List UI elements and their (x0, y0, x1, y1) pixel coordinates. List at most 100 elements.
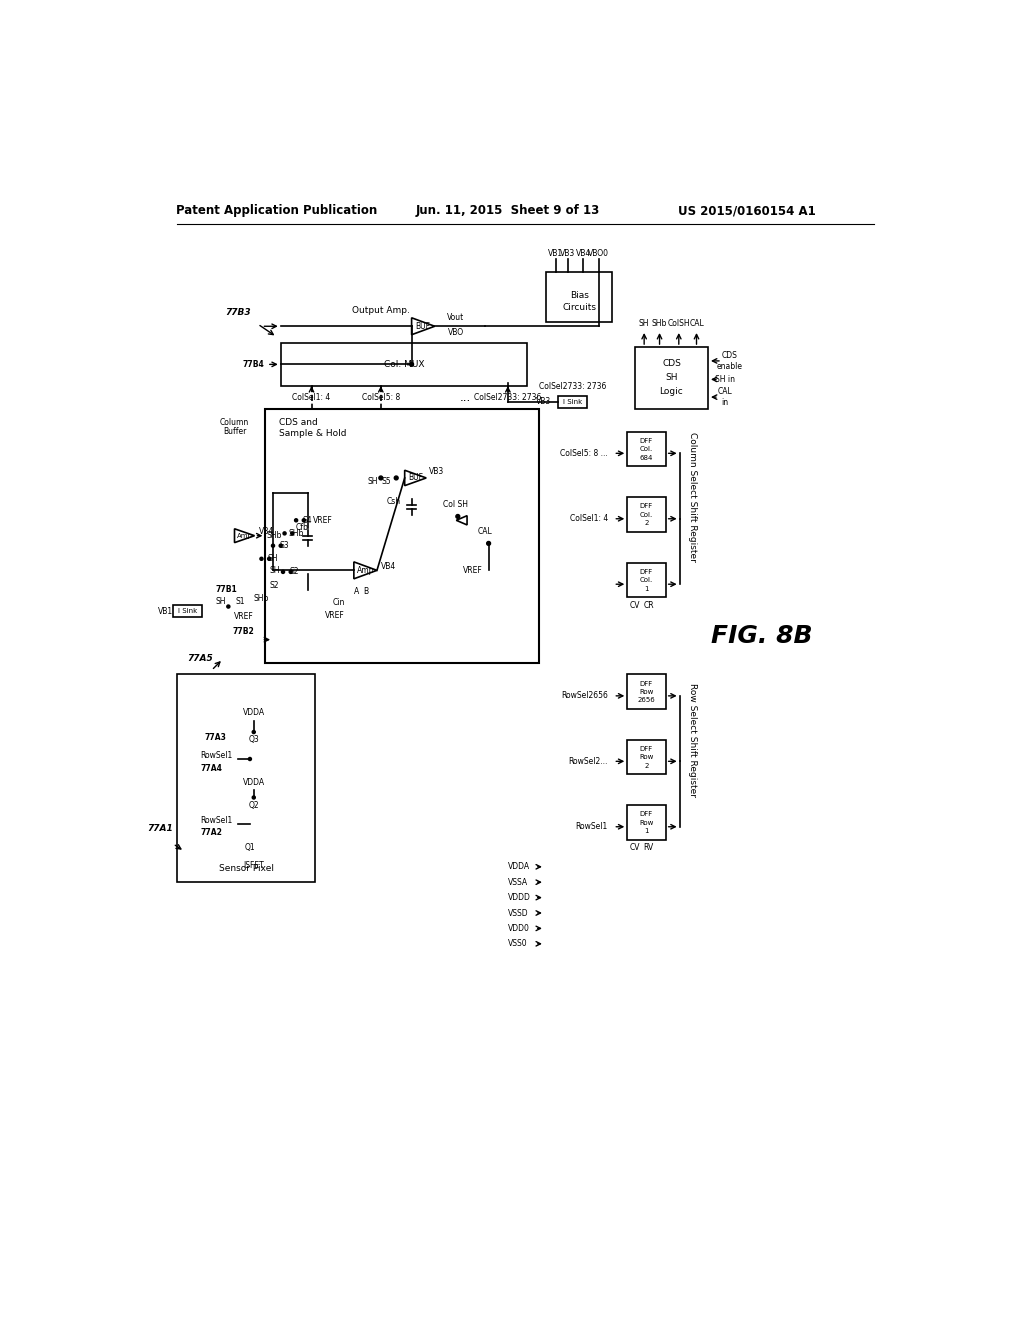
Text: 1: 1 (644, 586, 649, 591)
Text: SH: SH (267, 554, 279, 564)
Text: ColSel2733: 2736: ColSel2733: 2736 (474, 392, 542, 401)
Circle shape (291, 532, 294, 535)
Text: RV: RV (644, 843, 654, 851)
Circle shape (379, 477, 383, 480)
Text: 77A1: 77A1 (147, 824, 173, 833)
Text: RowSel2656: RowSel2656 (561, 692, 608, 701)
Text: VDDA: VDDA (243, 777, 265, 787)
Text: VB3: VB3 (429, 467, 444, 477)
Text: DFF: DFF (640, 569, 653, 576)
Bar (628, 739, 666, 775)
Text: CDS
enable: CDS enable (717, 351, 742, 371)
Text: Row: Row (639, 755, 653, 760)
Text: Jun. 11, 2015  Sheet 9 of 13: Jun. 11, 2015 Sheet 9 of 13 (416, 205, 600, 218)
Text: 77A2: 77A2 (201, 828, 222, 837)
Text: VB4: VB4 (258, 528, 273, 536)
Circle shape (456, 515, 460, 519)
Text: ColSel5: 8 ...: ColSel5: 8 ... (560, 449, 608, 458)
Text: 2: 2 (644, 520, 648, 527)
Circle shape (295, 519, 298, 521)
Text: DFF: DFF (640, 438, 653, 444)
Text: 77B2: 77B2 (232, 627, 255, 636)
Text: 77A4: 77A4 (201, 764, 222, 772)
Bar (177, 675, 315, 882)
Polygon shape (457, 516, 467, 525)
Text: ISFET: ISFET (244, 861, 264, 870)
Text: Col SH: Col SH (443, 500, 468, 510)
Text: DFF: DFF (640, 681, 653, 686)
Circle shape (283, 532, 286, 535)
Circle shape (260, 557, 263, 560)
Text: S2: S2 (290, 568, 299, 577)
Text: Patent Application Publication: Patent Application Publication (176, 205, 378, 218)
Circle shape (252, 796, 255, 799)
Text: CAL: CAL (689, 319, 703, 329)
Circle shape (486, 541, 490, 545)
Bar (173, 605, 202, 618)
Text: VDDA: VDDA (243, 709, 265, 717)
Text: VB4: VB4 (575, 248, 591, 257)
Text: DFF: DFF (640, 812, 653, 817)
Circle shape (302, 519, 305, 521)
Text: SH in: SH in (715, 375, 735, 384)
Text: I Sink: I Sink (563, 399, 583, 405)
Bar (628, 432, 666, 466)
Text: Csh: Csh (387, 496, 401, 506)
Text: Logic: Logic (659, 387, 683, 396)
Text: 2656: 2656 (638, 697, 655, 704)
Text: Bias: Bias (569, 290, 589, 300)
Text: Q3: Q3 (249, 735, 259, 744)
Text: Vout: Vout (446, 313, 464, 322)
Text: BUF: BUF (408, 474, 423, 482)
Text: 2: 2 (644, 763, 648, 770)
Text: SHb: SHb (267, 531, 283, 540)
Text: Cfb: Cfb (296, 524, 308, 532)
Text: CV: CV (630, 843, 640, 851)
Text: VSS0: VSS0 (508, 940, 527, 948)
Text: RowSel1: RowSel1 (200, 816, 232, 825)
Text: VDD0: VDD0 (508, 924, 529, 933)
Text: S5: S5 (381, 478, 391, 486)
Text: Col.: Col. (640, 512, 653, 517)
Text: Circuits: Circuits (562, 302, 596, 312)
Text: Amp: Amp (237, 533, 253, 539)
Text: DFF: DFF (640, 503, 653, 510)
Text: BUF: BUF (416, 322, 431, 331)
Circle shape (289, 570, 292, 573)
Text: 77B3: 77B3 (225, 308, 251, 317)
Text: 77A5: 77A5 (187, 655, 213, 664)
Text: Q2: Q2 (249, 801, 259, 809)
Text: VDDA: VDDA (508, 862, 530, 871)
Bar (265, 409, 539, 663)
Circle shape (394, 477, 398, 480)
Bar (281, 343, 527, 385)
Text: 77B1: 77B1 (216, 585, 238, 594)
Text: Buffer: Buffer (223, 428, 246, 436)
Text: B: B (362, 587, 368, 597)
Text: RowSel1: RowSel1 (575, 822, 608, 832)
Text: 684: 684 (640, 455, 653, 461)
Text: VSSD: VSSD (508, 908, 528, 917)
Text: Output Amp.: Output Amp. (352, 306, 410, 315)
Text: VB3: VB3 (560, 248, 575, 257)
Text: I Sink: I Sink (178, 609, 198, 614)
Text: ColSH: ColSH (668, 319, 690, 329)
Text: SHb: SHb (289, 529, 304, 537)
Text: Row Select Shift Register: Row Select Shift Register (688, 682, 697, 797)
Text: VB4: VB4 (381, 562, 396, 572)
Circle shape (282, 570, 285, 573)
Text: 77A3: 77A3 (205, 733, 226, 742)
Bar (628, 675, 666, 709)
Text: FIG. 8B: FIG. 8B (712, 624, 813, 648)
Text: Row: Row (639, 689, 653, 696)
Bar (628, 498, 666, 532)
Text: VB3: VB3 (537, 397, 552, 407)
Text: Sample & Hold: Sample & Hold (280, 429, 347, 438)
Text: VBO0: VBO0 (588, 248, 609, 257)
Text: S2: S2 (269, 581, 280, 590)
Text: SH: SH (269, 566, 280, 574)
Text: SH: SH (215, 597, 226, 606)
Text: Col. MUX: Col. MUX (384, 360, 424, 368)
Text: Col.: Col. (640, 446, 653, 453)
Text: ...: ... (460, 391, 471, 404)
